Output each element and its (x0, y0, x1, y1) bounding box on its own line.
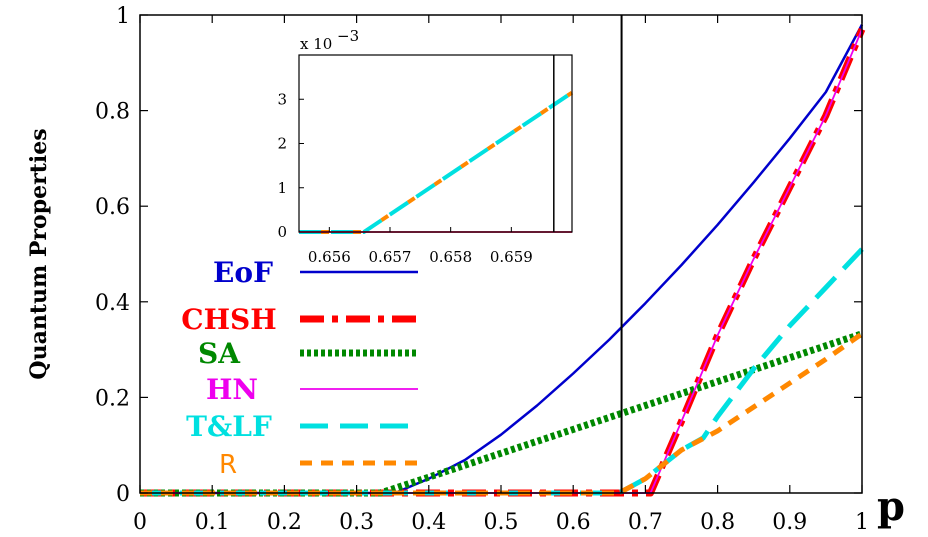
y-tick-label: 1 (116, 4, 130, 29)
inset-x-tick-label: 0.656 (308, 248, 351, 266)
y-tick-label: 0.6 (95, 195, 130, 220)
x-tick-label: 0.8 (700, 510, 735, 535)
inset-x-tick-label: 0.658 (429, 248, 472, 266)
inset-scale-exponent: −3 (337, 27, 359, 45)
x-tick-label: 0.3 (339, 510, 374, 535)
inset-scale-label: x 10 (300, 35, 332, 53)
legend-label-r: R (219, 450, 237, 480)
axes: 0 0.1 0.2 0.3 0.4 0.5 0.6 0.7 0.8 0.9 1 0 0.2 0.4 0.6 0… (26, 4, 905, 535)
inset-plot: 0.656 0.657 0.658 0.659 0 1 2 3 x 10 −3 (277, 27, 574, 266)
x-tick-label: 0.5 (484, 510, 519, 535)
series-line-r (140, 331, 864, 496)
legend-label-hn: HN (206, 373, 258, 406)
y-tick-label: 0.8 (95, 100, 130, 125)
x-axis-label: p (877, 483, 905, 530)
inset-x-tick-label: 0.659 (490, 248, 533, 266)
y-tick-label: 0.4 (95, 291, 130, 316)
inset-y-tick-label: 2 (277, 135, 287, 153)
x-tick-label: 0.9 (772, 510, 807, 535)
x-tick-label: 0.7 (628, 510, 663, 535)
x-tick-label: 0 (133, 510, 147, 535)
x-tick-label: 0.1 (195, 510, 230, 535)
x-tick-label: 0.6 (556, 510, 591, 535)
y-axis-label: Quantum Properties (26, 128, 52, 379)
x-tick-label: 0.2 (267, 510, 302, 535)
legend-label-eof: EoF (213, 256, 273, 289)
legend-label-chsh: CHSH (181, 303, 276, 336)
x-tick-label: 1 (855, 510, 869, 535)
x-tick-label: 0.4 (411, 510, 446, 535)
legend-label-tandlf: T&LF (186, 410, 272, 443)
series-line-hn (140, 28, 863, 494)
inset-y-tick-label: 3 (277, 90, 287, 108)
inset-y-tick-label: 1 (277, 179, 287, 197)
inset-background (299, 55, 572, 232)
y-tick-label: 0 (116, 482, 130, 507)
series-line-tandlf (140, 247, 864, 496)
series-group (140, 24, 866, 497)
y-tick-label: 0.2 (95, 386, 130, 411)
series-line-sa (140, 330, 864, 497)
legend-label-sa: SA (198, 337, 241, 370)
inset-y-tick-label: 0 (277, 223, 287, 241)
inset-x-tick-label: 0.657 (369, 248, 412, 266)
